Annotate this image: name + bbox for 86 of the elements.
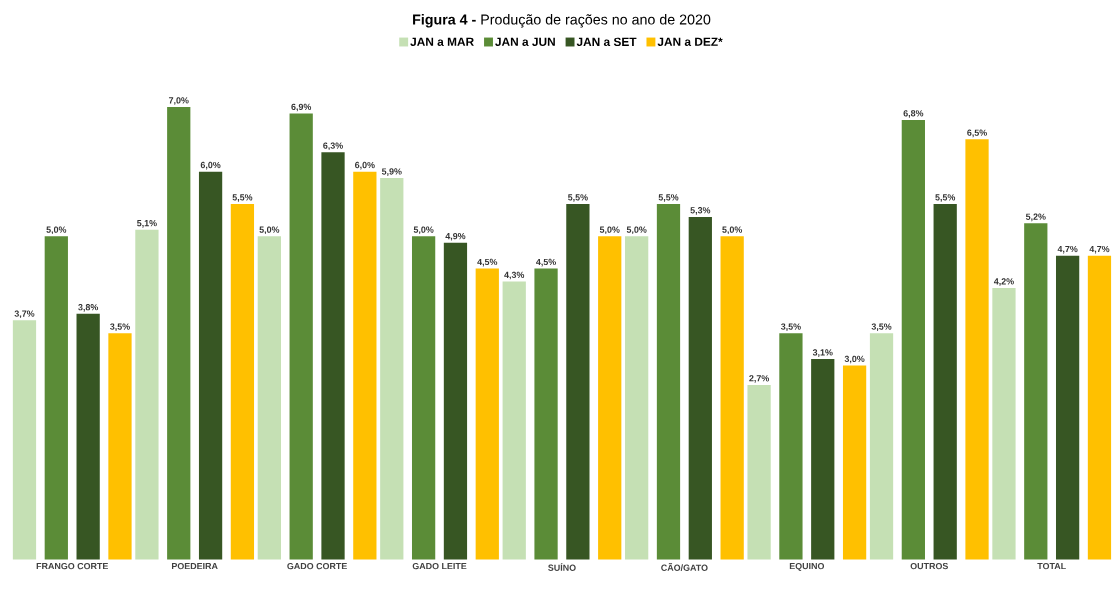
- data-label: 5,5%: [935, 194, 956, 202]
- bar: [44, 236, 68, 560]
- data-label: 5,3%: [690, 207, 711, 215]
- data-label: 4,2%: [993, 278, 1014, 286]
- data-label: 6,8%: [903, 110, 924, 118]
- bar: [869, 333, 894, 560]
- data-label: 3,5%: [780, 323, 801, 332]
- bar: [380, 178, 404, 560]
- bar: [720, 236, 744, 560]
- data-label: 3,5%: [110, 323, 130, 332]
- bar: [198, 171, 223, 560]
- bar: [1087, 255, 1112, 560]
- bar: [811, 359, 835, 560]
- bar: [747, 384, 771, 560]
- x-tick-label: EQUINO: [789, 562, 825, 571]
- chart-title: Figura 4 - Produção de rações no ano de 2020: [413, 14, 711, 28]
- bar: [135, 229, 159, 560]
- data-label: 2,7%: [749, 375, 770, 383]
- legend-label: JAN a DEZ*: [657, 37, 723, 46]
- data-label: 4,3%: [504, 271, 525, 280]
- bar: [933, 203, 957, 560]
- bar: [411, 236, 436, 560]
- data-label: 3,7%: [14, 310, 35, 319]
- legend-label: JAN a JUN: [495, 37, 555, 46]
- bar: [12, 320, 37, 560]
- bar: [475, 268, 499, 560]
- bar: [230, 203, 255, 560]
- data-label: 5,0%: [259, 226, 280, 235]
- bar: [108, 333, 132, 560]
- legend-label: JAN a SET: [576, 37, 637, 47]
- bar: [566, 203, 590, 560]
- bar: [502, 281, 526, 560]
- data-label: 6,5%: [967, 129, 987, 138]
- data-label: 5,0%: [413, 226, 434, 235]
- data-label: 6,3%: [323, 142, 343, 151]
- data-label: 5,0%: [46, 226, 67, 235]
- bar: [534, 268, 558, 560]
- data-label: 5,0%: [599, 226, 620, 235]
- data-label: 6,9%: [291, 103, 312, 112]
- data-label: 5,0%: [722, 226, 743, 235]
- data-label: 4,5%: [477, 258, 498, 267]
- bar: [842, 365, 867, 560]
- bar: [167, 107, 191, 560]
- bar: [289, 113, 313, 560]
- bar: [779, 333, 803, 560]
- data-label: 3,5%: [871, 323, 892, 332]
- bar: [965, 139, 989, 560]
- bar: [257, 236, 281, 560]
- bar: [76, 313, 100, 560]
- data-label: 4,7%: [1057, 245, 1078, 254]
- data-label: 5,5%: [658, 194, 679, 202]
- bar: [901, 119, 925, 560]
- bar: [598, 236, 622, 560]
- bar: [443, 242, 468, 560]
- x-tick-label: GADO LEITE: [412, 562, 467, 570]
- bar: [992, 287, 1016, 560]
- x-tick-label: POEDEIRA: [171, 562, 218, 570]
- bar: [625, 236, 649, 560]
- data-label: 4,9%: [445, 232, 466, 241]
- data-label: 4,5%: [536, 258, 556, 267]
- data-label: 5,2%: [1025, 213, 1046, 222]
- data-label: 5,1%: [137, 220, 157, 228]
- data-label: 3,1%: [812, 349, 833, 357]
- data-label: 7,0%: [168, 97, 189, 105]
- x-tick-label: FRANGO CORTE: [36, 562, 109, 570]
- data-label: 5,0%: [626, 226, 647, 235]
- bar: [1024, 223, 1048, 560]
- data-label: 6,0%: [200, 161, 221, 170]
- data-label: 4,7%: [1089, 245, 1110, 254]
- bar: [353, 171, 377, 560]
- bar: [321, 152, 345, 560]
- data-label: 3,8%: [78, 304, 99, 312]
- x-tick-label: GADO CORTE: [287, 562, 347, 570]
- x-tick-label: OUTROS: [910, 562, 948, 570]
- x-tick-label: TOTAL: [1037, 562, 1066, 570]
- x-tick-label: CÃO/GATO: [661, 562, 708, 571]
- data-label: 6,0%: [355, 161, 375, 170]
- bar: [656, 203, 681, 560]
- bar: [1056, 255, 1080, 560]
- data-label: 5,5%: [232, 194, 253, 202]
- data-label: 5,5%: [568, 194, 588, 202]
- data-label: 3,0%: [844, 355, 865, 364]
- legend-label: JAN a MAR: [410, 37, 474, 46]
- data-label: 5,9%: [381, 168, 402, 176]
- x-tick-label: SUÍNO: [548, 562, 576, 571]
- bar: [688, 216, 712, 560]
